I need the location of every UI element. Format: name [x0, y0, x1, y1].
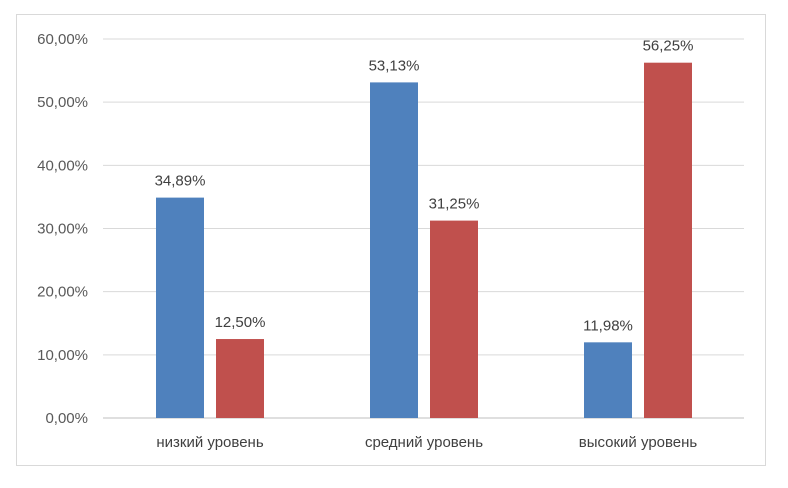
bar [584, 342, 632, 418]
data-label: 11,98% [583, 317, 633, 334]
bar [216, 339, 264, 418]
bar [644, 62, 692, 418]
y-tick-label: 20,00% [37, 284, 88, 301]
data-label: 56,25% [643, 38, 694, 55]
x-axis-category-labels: низкий уровень средний уровень высокий уро… [156, 434, 697, 451]
data-label: 31,25% [429, 196, 480, 213]
y-tick-label: 50,00% [37, 94, 88, 111]
x-category-label: средний уровень [365, 434, 483, 451]
y-tick-label: 0,00% [45, 410, 88, 427]
bars [156, 62, 692, 418]
bar [370, 82, 418, 418]
data-labels: 34,89% 12,50% 53,13% 31,25% 11,98% 56,25% [155, 38, 694, 335]
bar [430, 220, 478, 418]
x-category-label: низкий уровень [156, 434, 263, 451]
y-tick-label: 60,00% [37, 31, 88, 48]
y-axis-tick-labels: 0,00% 10,00% 20,00% 30,00% 40,00% 50,00% 60,00… [37, 31, 88, 427]
y-tick-label: 30,00% [37, 221, 88, 238]
data-label: 34,89% [155, 173, 206, 190]
bar [156, 197, 204, 418]
x-category-label: высокий уровень [579, 434, 698, 451]
data-label: 12,50% [215, 314, 266, 331]
y-tick-label: 40,00% [37, 157, 88, 174]
y-tick-label: 10,00% [37, 347, 88, 364]
data-label: 53,13% [369, 57, 420, 74]
gridlines [103, 38, 744, 419]
